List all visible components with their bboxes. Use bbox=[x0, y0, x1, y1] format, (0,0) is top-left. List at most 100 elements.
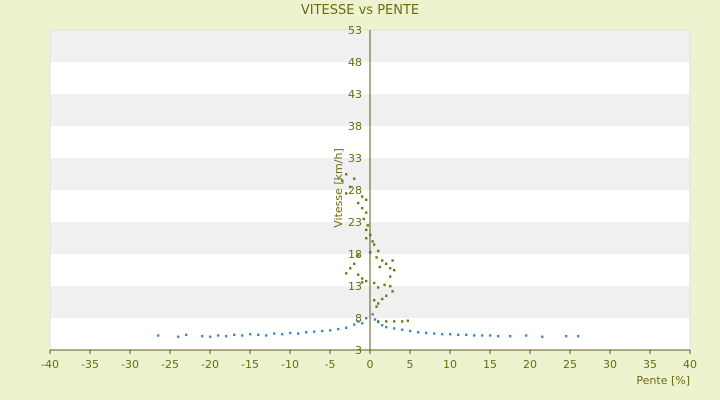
chart-title: VITESSE vs PENTE bbox=[301, 3, 419, 18]
x-tick-label: 25 bbox=[563, 358, 577, 371]
y-tick-label: 43 bbox=[348, 88, 362, 101]
data-points bbox=[157, 173, 580, 338]
x-tick-label: 30 bbox=[603, 358, 617, 371]
y-tick-label: 28 bbox=[348, 184, 362, 197]
x-tick-label: -15 bbox=[241, 358, 259, 371]
data-point bbox=[375, 305, 378, 308]
data-point bbox=[473, 334, 476, 337]
data-point bbox=[353, 262, 356, 265]
x-tick-label: -5 bbox=[325, 358, 336, 371]
data-point bbox=[457, 333, 460, 337]
data-point bbox=[373, 281, 376, 285]
data-point bbox=[525, 334, 528, 337]
data-point bbox=[365, 198, 368, 201]
data-point bbox=[389, 285, 392, 288]
data-point bbox=[385, 320, 388, 323]
data-point bbox=[401, 320, 404, 323]
data-point bbox=[425, 331, 428, 335]
axes bbox=[49, 30, 691, 354]
x-tick-label: -20 bbox=[201, 358, 219, 371]
data-point bbox=[361, 281, 364, 284]
data-point bbox=[373, 318, 377, 321]
data-point bbox=[393, 320, 396, 323]
data-point bbox=[361, 322, 364, 325]
data-point bbox=[385, 325, 388, 329]
data-point bbox=[157, 334, 160, 337]
data-point bbox=[362, 217, 365, 221]
data-point bbox=[371, 240, 374, 243]
data-point bbox=[417, 331, 420, 334]
data-point bbox=[509, 334, 512, 338]
data-point bbox=[497, 334, 500, 338]
data-point bbox=[385, 294, 388, 297]
data-point bbox=[577, 334, 580, 338]
data-point bbox=[357, 273, 360, 276]
y-tick-label: 3 bbox=[355, 344, 362, 357]
data-point bbox=[257, 333, 260, 337]
data-point bbox=[381, 324, 384, 327]
data-point bbox=[565, 334, 568, 338]
data-point bbox=[381, 297, 384, 301]
data-point bbox=[361, 195, 364, 198]
data-point bbox=[391, 290, 394, 293]
data-point bbox=[377, 286, 380, 289]
data-point bbox=[393, 327, 396, 330]
data-point bbox=[383, 283, 386, 287]
x-tick-label: 10 bbox=[443, 358, 457, 371]
data-point bbox=[373, 299, 376, 302]
data-point bbox=[406, 319, 409, 322]
data-point bbox=[337, 327, 340, 331]
data-point bbox=[329, 329, 332, 332]
data-point bbox=[241, 334, 244, 337]
data-point bbox=[541, 335, 544, 338]
data-point bbox=[349, 267, 352, 270]
data-point bbox=[391, 259, 394, 262]
x-tick-label: 0 bbox=[367, 358, 374, 371]
data-point bbox=[225, 334, 228, 338]
data-point bbox=[389, 267, 392, 270]
data-point bbox=[377, 320, 380, 323]
x-tick-label: -10 bbox=[281, 358, 299, 371]
data-point bbox=[217, 334, 220, 337]
data-point bbox=[357, 320, 360, 323]
data-point bbox=[357, 201, 360, 205]
data-point bbox=[297, 332, 300, 335]
y-tick-label: 18 bbox=[348, 248, 362, 261]
data-point bbox=[361, 277, 364, 280]
data-point bbox=[365, 211, 368, 214]
data-point bbox=[357, 254, 360, 257]
data-point bbox=[321, 329, 324, 333]
y-axis-label: Vitesse [km/h] bbox=[332, 148, 345, 228]
data-point bbox=[345, 192, 348, 195]
data-point bbox=[401, 328, 404, 331]
data-point bbox=[465, 333, 468, 337]
data-point bbox=[305, 331, 308, 334]
data-point bbox=[441, 333, 444, 336]
y-tick-label: 8 bbox=[355, 312, 362, 325]
data-point bbox=[393, 269, 396, 272]
y-tick-label: 53 bbox=[348, 24, 362, 37]
x-tick-label: 35 bbox=[643, 358, 657, 371]
x-tick-labels: -40 -35 -30 -25 -20 -15 -10 -5 0 5 10 15 20 25 30 35 40 bbox=[41, 358, 697, 371]
data-point bbox=[375, 256, 378, 259]
data-point bbox=[377, 249, 380, 253]
data-point bbox=[265, 334, 268, 337]
data-point bbox=[365, 279, 368, 283]
data-point bbox=[281, 333, 284, 336]
data-point bbox=[433, 332, 436, 335]
data-point bbox=[378, 265, 381, 269]
data-point bbox=[201, 334, 204, 338]
x-tick-label: -35 bbox=[81, 358, 99, 371]
data-point bbox=[365, 228, 368, 232]
data-point bbox=[177, 335, 180, 338]
y-tick-label: 38 bbox=[348, 120, 362, 133]
data-point bbox=[349, 185, 352, 189]
data-point bbox=[481, 334, 484, 337]
data-point bbox=[185, 333, 188, 337]
y-tick-label: 48 bbox=[348, 56, 362, 69]
data-point bbox=[449, 333, 452, 336]
x-tick-label: -25 bbox=[161, 358, 179, 371]
